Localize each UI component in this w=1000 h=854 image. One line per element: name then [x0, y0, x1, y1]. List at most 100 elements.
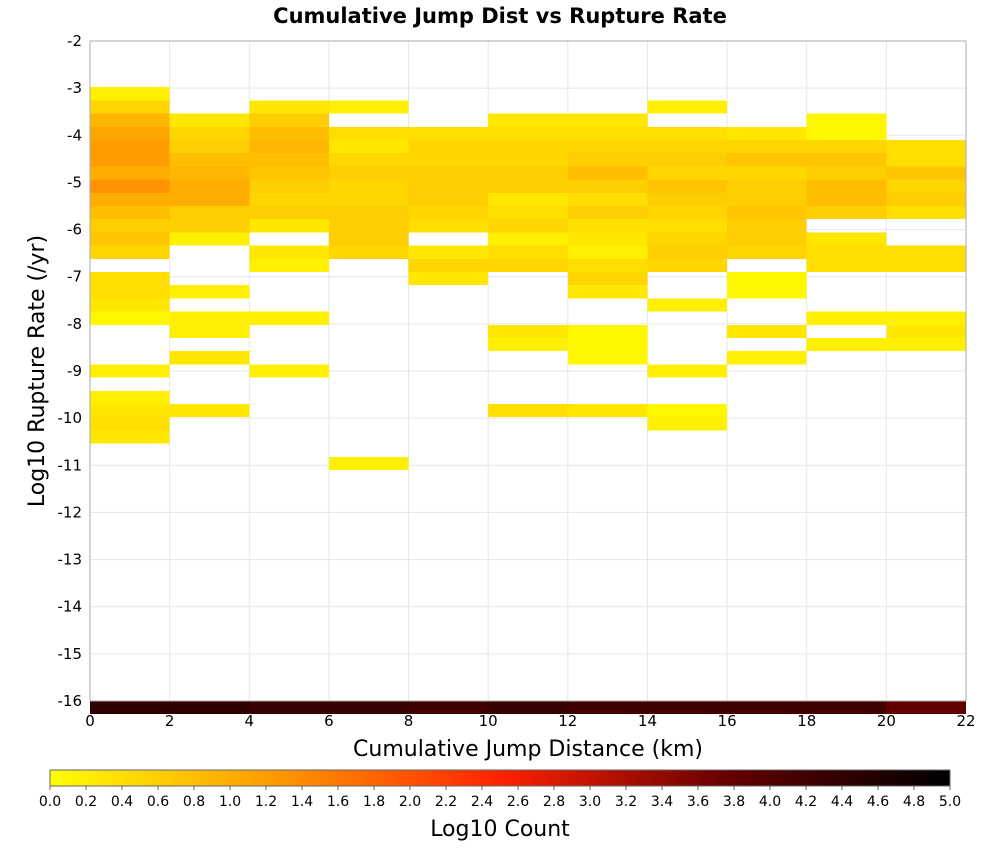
- heatmap-cell: [328, 166, 409, 180]
- heatmap-cell: [806, 166, 887, 180]
- heatmap-cell: [567, 140, 648, 154]
- heatmap-cell: [886, 338, 966, 352]
- heatmap-cell: [647, 206, 728, 220]
- colorbar-tick-label: 2.0: [399, 794, 421, 810]
- colorbar-tick-label: 3.4: [651, 794, 673, 810]
- y-tick-label: -3: [67, 79, 82, 97]
- heatmap-cell: [328, 179, 409, 193]
- heatmap-cell: [408, 701, 489, 715]
- heatmap-cell: [488, 324, 568, 338]
- heatmap-cell: [169, 192, 250, 206]
- heatmap-cell: [328, 232, 409, 246]
- y-tick-label: -6: [67, 221, 82, 239]
- heatmap-cell: [647, 126, 728, 140]
- heatmap-cell: [806, 258, 887, 272]
- y-tick-label: -11: [58, 456, 83, 474]
- heatmap-cell: [328, 219, 409, 233]
- heatmap-cell: [567, 245, 648, 259]
- x-tick-label: 10: [479, 712, 498, 730]
- plot-area-frame: [89, 40, 967, 702]
- heatmap-cell: [249, 311, 329, 325]
- heatmap-cell: [567, 324, 648, 338]
- heatmap-cell: [488, 140, 568, 154]
- heatmap-cell: [488, 258, 568, 272]
- heatmap-cell: [567, 192, 648, 206]
- colorbar-tick-label: 1.8: [363, 794, 385, 810]
- heatmap-cell: [249, 100, 329, 114]
- heatmap-cell: [886, 179, 966, 193]
- heatmap-cell: [90, 219, 170, 233]
- x-tick-label: 0: [85, 712, 95, 730]
- heatmap-cell: [567, 166, 648, 180]
- heatmap-cell: [727, 153, 807, 167]
- heatmap-cell: [169, 324, 250, 338]
- heatmap-cell: [408, 272, 489, 286]
- heatmap-cell: [90, 245, 170, 259]
- heatmap-cell: [328, 456, 409, 470]
- heatmap-cell: [249, 140, 329, 154]
- x-axis-ticks: 0 2 4 6 8 10 12 14 16 18 20 22: [85, 712, 975, 730]
- heatmap-cell: [647, 298, 728, 312]
- colorbar-tick-label: 1.0: [219, 794, 241, 810]
- heatmap-cell: [727, 192, 807, 206]
- heatmap-cell: [567, 126, 648, 140]
- heatmap-cell: [90, 298, 170, 312]
- colorbar-tick-label: 0.4: [111, 794, 133, 810]
- colorbar-tick-label: 0.6: [147, 794, 169, 810]
- heatmap-cell: [488, 206, 568, 220]
- heatmap-cell: [806, 179, 887, 193]
- heatmap-cell: [249, 192, 329, 206]
- heatmap-cell: [886, 140, 966, 154]
- heatmap-cell: [806, 113, 887, 127]
- heatmap-cell: [408, 206, 489, 220]
- y-tick-label: -9: [67, 362, 82, 380]
- colorbar-tick-label: 3.6: [687, 794, 709, 810]
- heatmap-cell: [488, 153, 568, 167]
- heatmap-cell: [806, 140, 887, 154]
- heatmap-cell: [727, 701, 807, 715]
- colorbar-tick-label: 0.2: [75, 794, 97, 810]
- y-tick-label: -16: [58, 692, 83, 710]
- heatmap-cell: [488, 232, 568, 246]
- y-tick-label: -2: [67, 32, 82, 50]
- heatmap-cell: [488, 113, 568, 127]
- heatmap-cell: [90, 153, 170, 167]
- colorbar-tick-label: 2.2: [435, 794, 457, 810]
- heatmap-cell: [90, 87, 170, 101]
- heatmap-cell: [806, 338, 887, 352]
- heatmap-cell: [806, 153, 887, 167]
- heatmap-cell: [806, 206, 887, 220]
- y-tick-label: -14: [58, 598, 83, 616]
- heatmap-cell: [90, 364, 170, 378]
- heatmap-cell: [567, 701, 648, 715]
- heatmap-cell: [488, 179, 568, 193]
- heatmap-cell: [328, 153, 409, 167]
- heatmap-cell: [886, 153, 966, 167]
- heatmap-cell: [567, 258, 648, 272]
- heatmap-cell: [886, 166, 966, 180]
- heatmap-cell: [169, 206, 250, 220]
- heatmap-cell: [169, 285, 250, 299]
- x-tick-label: 2: [165, 712, 175, 730]
- heatmap-cell: [328, 140, 409, 154]
- heatmap-cell: [806, 192, 887, 206]
- heatmap-cell: [567, 179, 648, 193]
- heatmap-cell: [727, 126, 807, 140]
- heatmap-cell: [90, 285, 170, 299]
- heatmap-cell: [647, 153, 728, 167]
- heatmap-cell: [727, 272, 807, 286]
- colorbar-tick-label: 4.6: [867, 794, 889, 810]
- y-tick-label: -7: [67, 268, 82, 286]
- heatmap-cell: [567, 272, 648, 286]
- colorbar-ticks: 0.0 0.2 0.4 0.6 0.8 1.0 1.2 1.4 1.6 1.8 2.0 2.2 2.4 2…: [39, 786, 961, 810]
- heatmap-cell: [727, 324, 807, 338]
- heatmap-cell: [408, 166, 489, 180]
- heatmap-cell: [249, 258, 329, 272]
- colorbar-tick-label: 1.2: [255, 794, 277, 810]
- colorbar-tick-label: 2.6: [507, 794, 529, 810]
- heatmap-cell: [408, 126, 489, 140]
- heatmap-cell: [90, 166, 170, 180]
- heatmap-cell: [249, 245, 329, 259]
- heatmap-cell: [249, 153, 329, 167]
- heatmap-cell: [90, 126, 170, 140]
